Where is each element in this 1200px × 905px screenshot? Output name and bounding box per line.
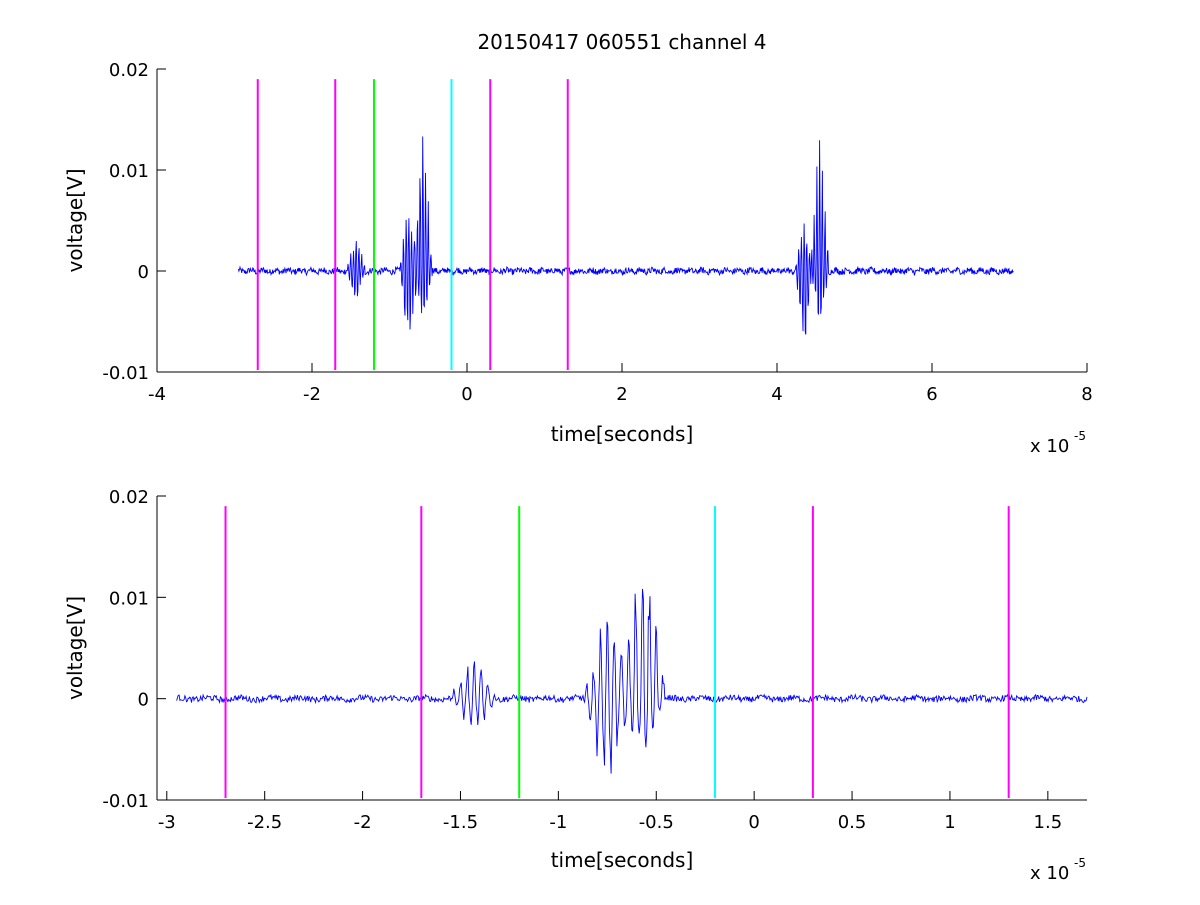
x-scale-exponent: -5 [1074,429,1086,443]
y-tick-label: 0.01 [109,588,149,609]
x-tick-label: 0.5 [838,812,867,833]
y-tick-label: 0.01 [109,161,149,182]
y-tick-label: 0.02 [109,487,149,508]
signal-trace [237,136,1014,335]
x-tick-label: -2 [354,812,372,833]
y-tick-label: 0.02 [109,60,149,81]
x-tick-label: 8 [1081,384,1092,405]
x-tick-label: 4 [771,384,782,405]
x-tick-label: -1 [549,812,567,833]
chart-title: 20150417 060551 channel 4 [477,30,766,54]
x-tick-label: -0.5 [639,812,674,833]
y-tick-label: -0.01 [102,363,149,384]
x-axis-label: time[seconds] [551,848,694,872]
subplot-1: -4 -2 0 2 4 6 8 -0.01 0 0.01 0.02 20150417 060551 c… [63,30,1093,457]
y-axis-label: voltage[V] [63,168,87,272]
x-tick-label: 6 [926,384,937,405]
x-axis-label: time[seconds] [551,422,694,446]
x-tick-label: 0 [461,384,472,405]
y-tick-label: 0 [138,690,149,711]
x-tick-label: -2.5 [247,812,282,833]
x-tick-label: -1.5 [443,812,478,833]
x-tick-label: 1.5 [1034,812,1063,833]
x-tick-label: 2 [616,384,627,405]
x-tick-label: -4 [148,384,166,405]
y-axis-label: voltage[V] [63,596,87,700]
x-tick-label: -3 [158,812,176,833]
y-tick-label: 0 [138,262,149,283]
subplot-2: -3 -2.5 -2 -1.5 -1 -0.5 0 0.5 1 1.5 -0.01 0 0.01 0.02… [63,487,1088,884]
x-tick-label: 1 [944,812,955,833]
x-tick-label: -2 [303,384,321,405]
signal-trace [176,588,1088,774]
x-scale-note: x 10 [1030,863,1069,884]
x-scale-exponent: -5 [1074,856,1086,870]
x-tick-label: 0 [748,812,759,833]
y-tick-label: -0.01 [102,791,149,812]
x-scale-note: x 10 [1030,436,1069,457]
